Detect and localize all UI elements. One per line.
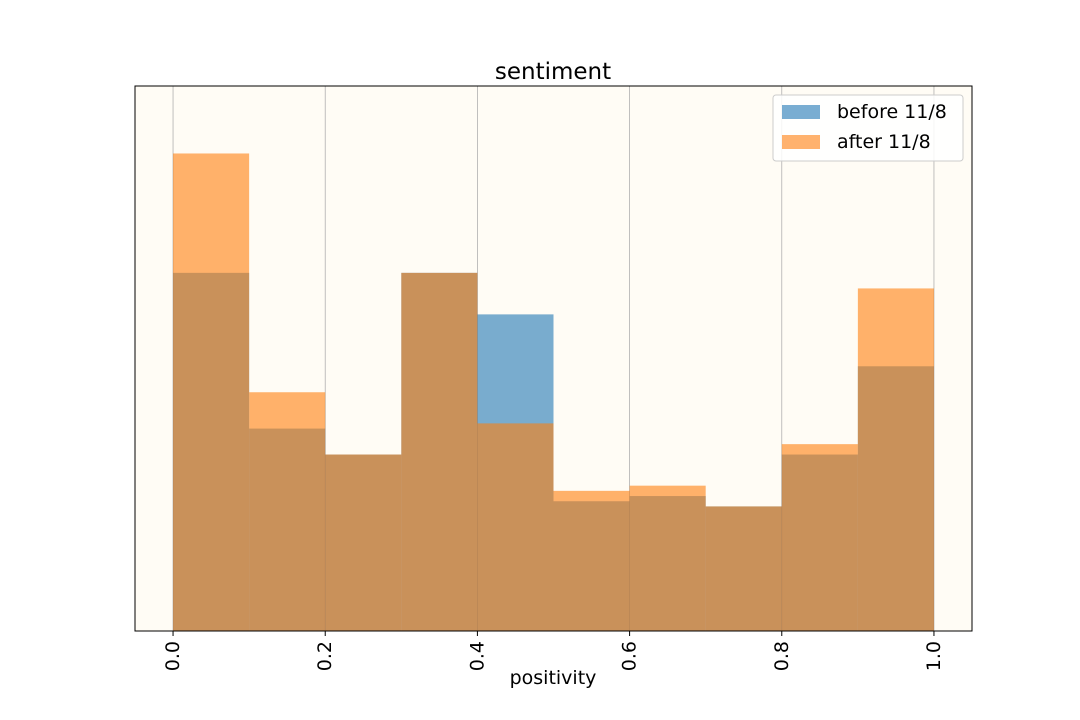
legend: before 11/8 after 11/8 — [772, 94, 964, 162]
legend-swatch — [782, 105, 820, 119]
legend-box — [772, 94, 964, 162]
x-tick-label: 1.0 — [923, 641, 945, 671]
plot-frame — [134, 85, 973, 632]
legend-label: before 11/8 — [837, 101, 947, 123]
bar-after-8 — [781, 444, 858, 631]
bar-after-6 — [629, 485, 706, 631]
x-tick-label: 0.0 — [162, 641, 184, 671]
x-tick-label: 0.8 — [771, 641, 793, 671]
bar-after-9 — [857, 288, 934, 631]
bar-after-3 — [401, 272, 478, 631]
x-axis-label: positivity — [510, 667, 597, 689]
bar-after-1 — [249, 392, 326, 631]
x-tick-label: 0.6 — [619, 641, 641, 671]
bar-after-0 — [173, 153, 250, 631]
bar-after-5 — [553, 490, 630, 631]
x-tick-label: 0.4 — [466, 641, 488, 671]
x-axis-ticks: 0.0 0.2 0.4 0.6 0.8 1.0 — [162, 631, 945, 671]
bars — [173, 153, 934, 631]
chart-title: sentiment — [495, 59, 611, 85]
bar-after-4 — [477, 423, 554, 631]
bar-after-2 — [325, 454, 402, 631]
bar-after-7 — [705, 506, 782, 631]
legend-label: after 11/8 — [837, 131, 931, 153]
x-tick-label: 0.2 — [314, 641, 336, 671]
legend-swatch — [782, 135, 820, 149]
